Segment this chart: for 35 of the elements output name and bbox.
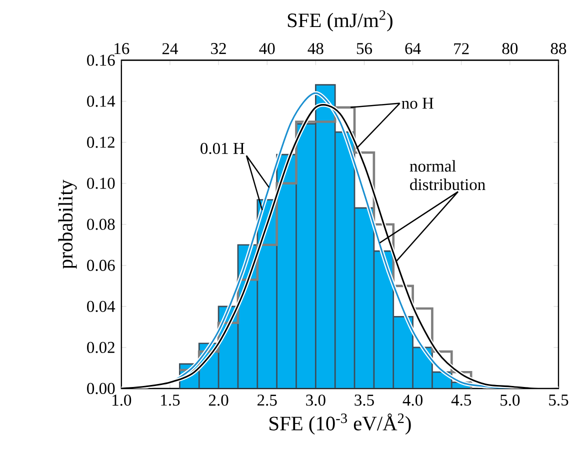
x2-tick-label: 80 [502,42,518,54]
x-tick-label: 3.0 [306,394,326,406]
x2-tick-label: 64 [405,42,421,54]
x2-tick-label: 56 [356,42,372,54]
x2-axis-title: SFE (mJ/m$^{2}$) [288,10,392,32]
x-tick-label: 1.5 [161,394,180,406]
y-tick-label: 0.10 [87,178,115,189]
y-tick-label: 0.06 [87,260,115,271]
y-tick-label: 0.04 [87,300,116,312]
x2-tick-label: 40 [259,42,275,54]
x-tick-label: 4.0 [402,394,422,406]
x-tick-label: 3.5 [354,394,374,406]
annotation: no H [402,98,434,109]
x2-tick-label: 32 [211,42,226,54]
x2-tick-label: 48 [308,42,324,54]
annotation: normal distribution [410,160,486,190]
x2-tick-label: 24 [162,43,178,54]
x-axis-title: SFE (10$^{-3}$ eV/Å$^{2}$) [270,413,411,434]
y-tick-label: 0.14 [87,95,116,107]
annotation: 0.01 H [200,142,244,154]
x-tick-label: 2.0 [208,394,228,406]
x-tick-label: 4.5 [451,394,472,406]
x2-tick-label: 16 [114,42,130,54]
x-tick-label: 1.0 [112,394,132,406]
x-tick-label: 2.5 [258,394,277,406]
y-tick-label: 0.08 [87,218,115,230]
y-tick-label: 0.12 [87,136,114,148]
x-tick-label: 5.0 [500,394,520,406]
x2-tick-label: 88 [550,42,566,54]
x-tick-label: 5.5 [549,394,568,406]
y-tick-label: 0.16 [87,54,115,66]
y-axis-title: probability [58,180,77,269]
y-tick-label: 0.00 [87,382,115,394]
y-tick-label: 0.02 [87,342,114,353]
x2-tick-label: 72 [454,43,469,54]
